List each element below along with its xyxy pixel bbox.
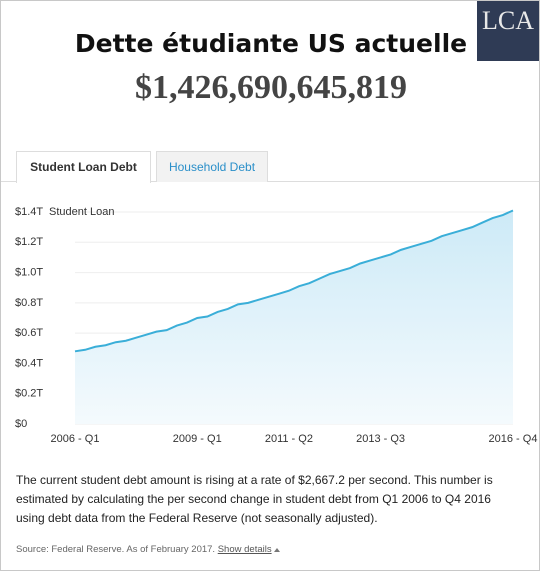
x-tick-label: 2016 - Q4 xyxy=(489,433,538,445)
tab[interactable]: Student Loan Debt xyxy=(16,151,151,183)
source: Source: Federal Reserve. As of February … xyxy=(16,544,216,555)
line xyxy=(74,209,514,353)
x-tick-label: 2013 - Q3 xyxy=(356,433,405,445)
caret-icon xyxy=(274,548,281,552)
title: Dette étudiante US actuelle xyxy=(74,29,468,58)
x-tick-label: 2006 - Q1 xyxy=(51,433,100,445)
y-tick-label: $1.4T xyxy=(15,206,43,218)
y-tick-label: $0.6T xyxy=(15,327,43,339)
y-tick-label: $0 xyxy=(15,418,27,430)
series-label: Student Loan xyxy=(49,206,114,218)
logo: LCA xyxy=(477,1,539,61)
x-tick-label: 2011 - Q2 xyxy=(265,433,313,445)
y-tick-label: $0.8T xyxy=(15,297,43,309)
details-link[interactable]: Show details xyxy=(217,544,272,555)
tab[interactable]: Household Debt xyxy=(156,151,268,182)
x-tick-label: 2009 - Q1 xyxy=(173,433,222,445)
y-tick-label: $1.0T xyxy=(15,266,43,278)
description: The current student debt amount is risin… xyxy=(16,473,493,525)
y-tick-label: $0.4T xyxy=(15,357,43,369)
chart: $0 $0.2T $0.4T $0.6T $0.8T $1.0T $1.2T $1.4T 200… xyxy=(15,206,538,445)
y-tick-label: $0.2T xyxy=(15,388,43,400)
source-line: Source: Federal Reserve. As of February … xyxy=(16,544,281,555)
area-fill xyxy=(75,210,513,424)
tab-underline xyxy=(1,181,539,182)
y-tick-label: $1.2T xyxy=(15,236,43,248)
debt-amount: $1,426,690,645,819 xyxy=(135,69,407,106)
